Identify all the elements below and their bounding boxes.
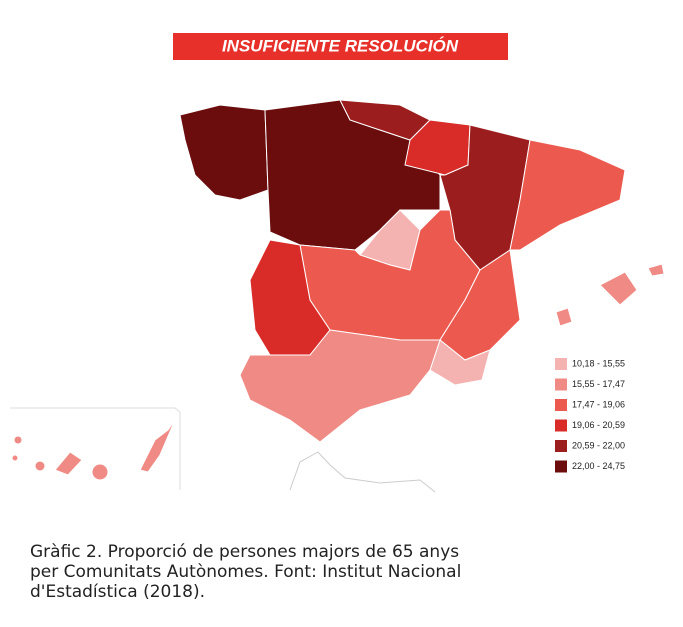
region [139,419,176,473]
legend-label: 10,18 - 15,55 [572,358,625,368]
region [239,329,441,443]
region [599,271,638,306]
legend-swatch [555,460,567,473]
legend: 10,18 - 15,55 15,55 - 17,47 17,47 - 19,06 1… [555,358,625,473]
legend-swatch [555,399,567,411]
banner-text: INSUFICIENTE RESOLUCIÓN [222,36,459,55]
caption-line: Gràfic 2. Proporció de persones majors d… [30,542,459,562]
map [11,99,665,481]
legend-swatch [555,358,567,370]
region [91,463,109,481]
inset-frame [10,407,181,490]
legend-label: 15,55 - 17,47 [572,379,625,389]
legend-label: 17,47 - 19,06 [572,399,625,409]
caption-line: d'Estadística (2018). [30,582,205,602]
caption-line: per Comunitats Autònomes. Font: Institut… [30,562,461,582]
region [647,263,665,277]
region [34,460,46,472]
legend-label: 20,59 - 22,00 [572,440,625,450]
africa-coast [289,451,436,493]
legend-label: 19,06 - 20,59 [572,420,625,430]
region [54,451,83,476]
region [13,435,23,445]
region [555,307,573,327]
legend-swatch [555,378,567,391]
region [509,139,626,251]
region [11,454,19,462]
banner-box [173,33,508,60]
legend-swatch [555,419,567,432]
legend-label: 22,00 - 24,75 [572,461,625,471]
legend-swatch [555,440,567,452]
region [179,104,269,201]
